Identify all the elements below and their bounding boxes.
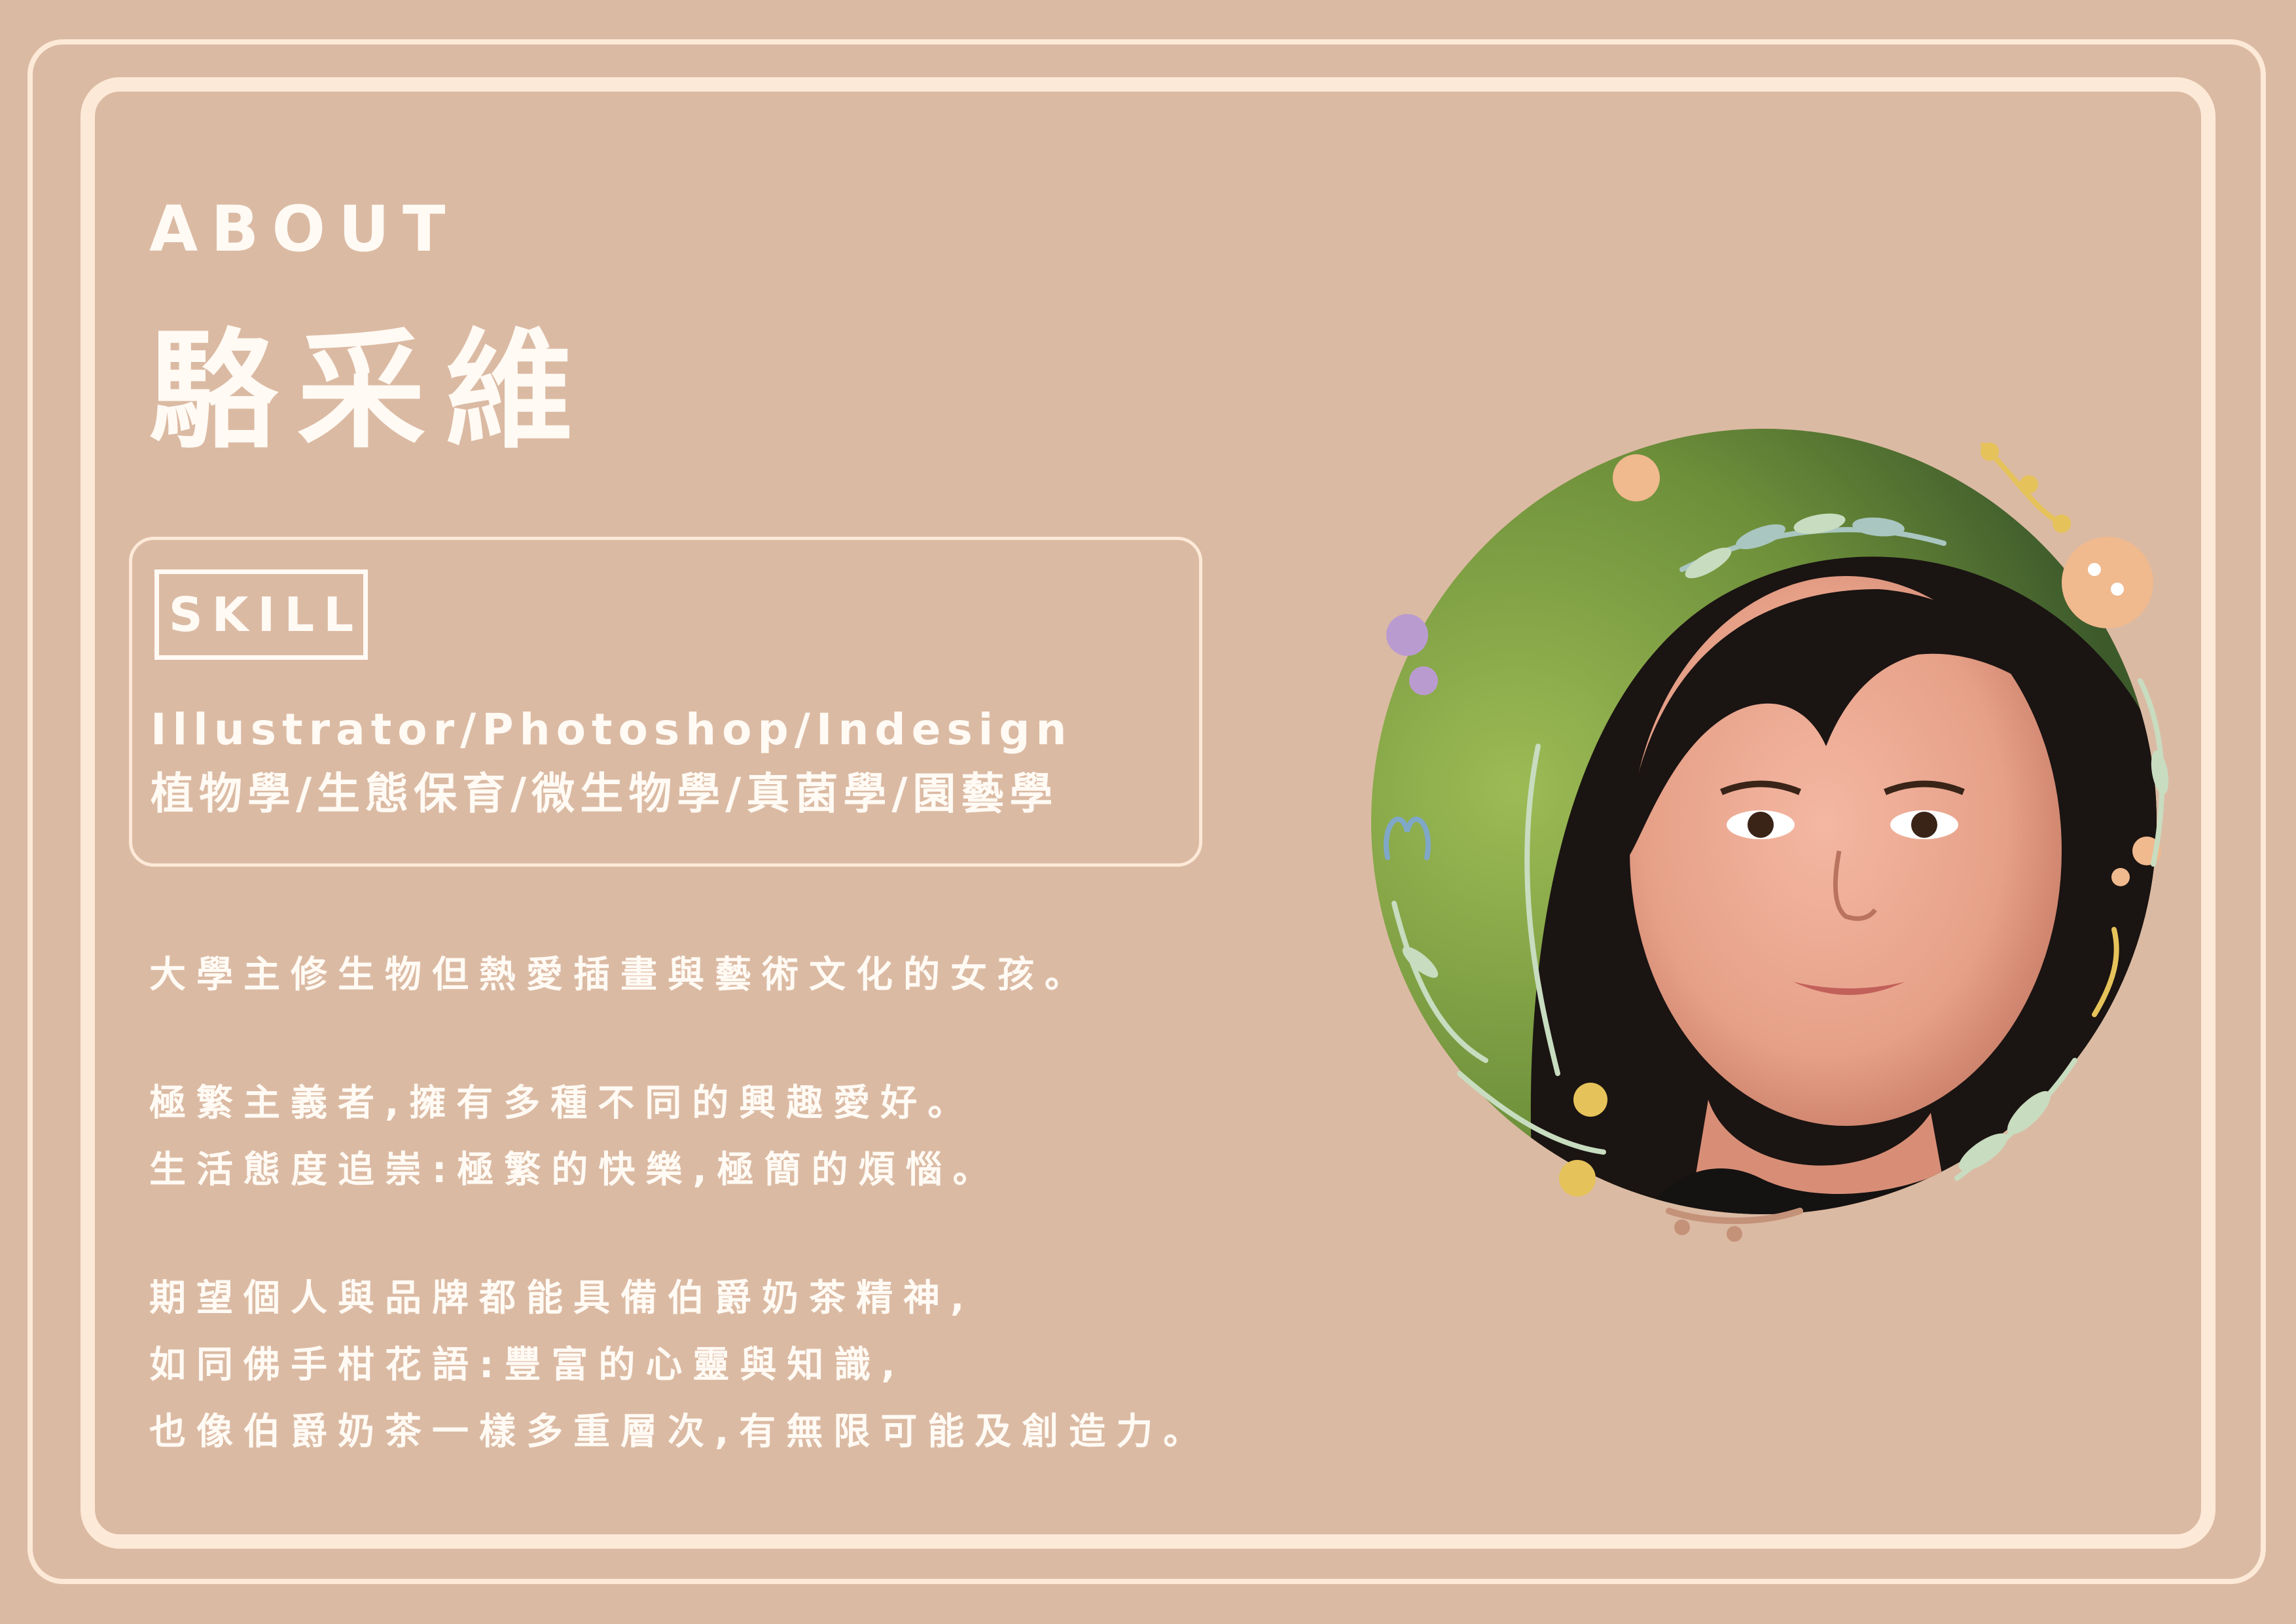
- skill-software: Illustrator/Photoshop/Indesign: [151, 704, 1073, 755]
- bio-line: 極繁主義者,擁有多種不同的興趣愛好。: [149, 1082, 975, 1125]
- bio-line: 生活態度追崇:極繁的快樂,極簡的煩惱。: [149, 1149, 1000, 1191]
- person-name: 駱采維: [149, 317, 594, 466]
- skill-tag: SKILL: [154, 569, 368, 660]
- floral-wreath-icon: [1384, 442, 2169, 1242]
- skill-fields: 植物學/生態保育/微生物學/真菌學/園藝學: [151, 768, 1058, 819]
- bio-line: 也像伯爵奶茶一樣多重層次,有無限可能及創造力。: [149, 1411, 1211, 1453]
- portrait-photo: [1342, 406, 2206, 1257]
- section-label: ABOUT: [149, 192, 459, 266]
- inner-frame: [81, 77, 2215, 1549]
- skill-box: [129, 537, 1202, 867]
- bio-line: 期望個人與品牌都能具備伯爵奶茶精神,: [149, 1277, 975, 1320]
- outer-frame: [27, 39, 2266, 1584]
- bio-line: 如同佛手柑花語:豐富的心靈與知識,: [149, 1344, 906, 1386]
- bio-line: 大學主修生物但熱愛插畫與藝術文化的女孩。: [149, 954, 1092, 996]
